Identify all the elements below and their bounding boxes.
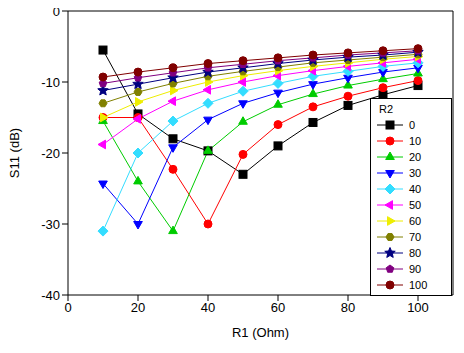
html-text:70: 70 bbox=[409, 231, 422, 243]
html-text:40: 40 bbox=[409, 183, 422, 195]
html-text:0: 0 bbox=[409, 119, 416, 131]
svg-text:80: 80 bbox=[341, 300, 355, 315]
html-text:50: 50 bbox=[409, 199, 422, 211]
svg-text:-40: -40 bbox=[41, 288, 60, 303]
svg-text:R1 (Ohm): R1 (Ohm) bbox=[232, 325, 289, 340]
svg-text:-10: -10 bbox=[41, 75, 60, 90]
html-text:60: 60 bbox=[409, 215, 422, 227]
html-text:90: 90 bbox=[409, 263, 422, 275]
html-text:100: 100 bbox=[409, 279, 428, 291]
svg-text:0: 0 bbox=[53, 8, 60, 19]
html-text:80: 80 bbox=[409, 247, 422, 259]
svg-text:0: 0 bbox=[64, 300, 71, 315]
svg-text:-20: -20 bbox=[41, 146, 60, 161]
svg-text:20: 20 bbox=[131, 300, 145, 315]
html-text:30: 30 bbox=[409, 167, 422, 179]
svg-text:40: 40 bbox=[201, 300, 215, 315]
svg-text:S11 (dB): S11 (dB) bbox=[8, 128, 22, 178]
svg-text:100: 100 bbox=[407, 300, 429, 315]
html-text:R2: R2 bbox=[379, 103, 394, 115]
svg-text:-30: -30 bbox=[41, 217, 60, 232]
html-text:20: 20 bbox=[409, 151, 422, 163]
svg-text:60: 60 bbox=[271, 300, 285, 315]
html-text:10: 10 bbox=[409, 135, 422, 147]
